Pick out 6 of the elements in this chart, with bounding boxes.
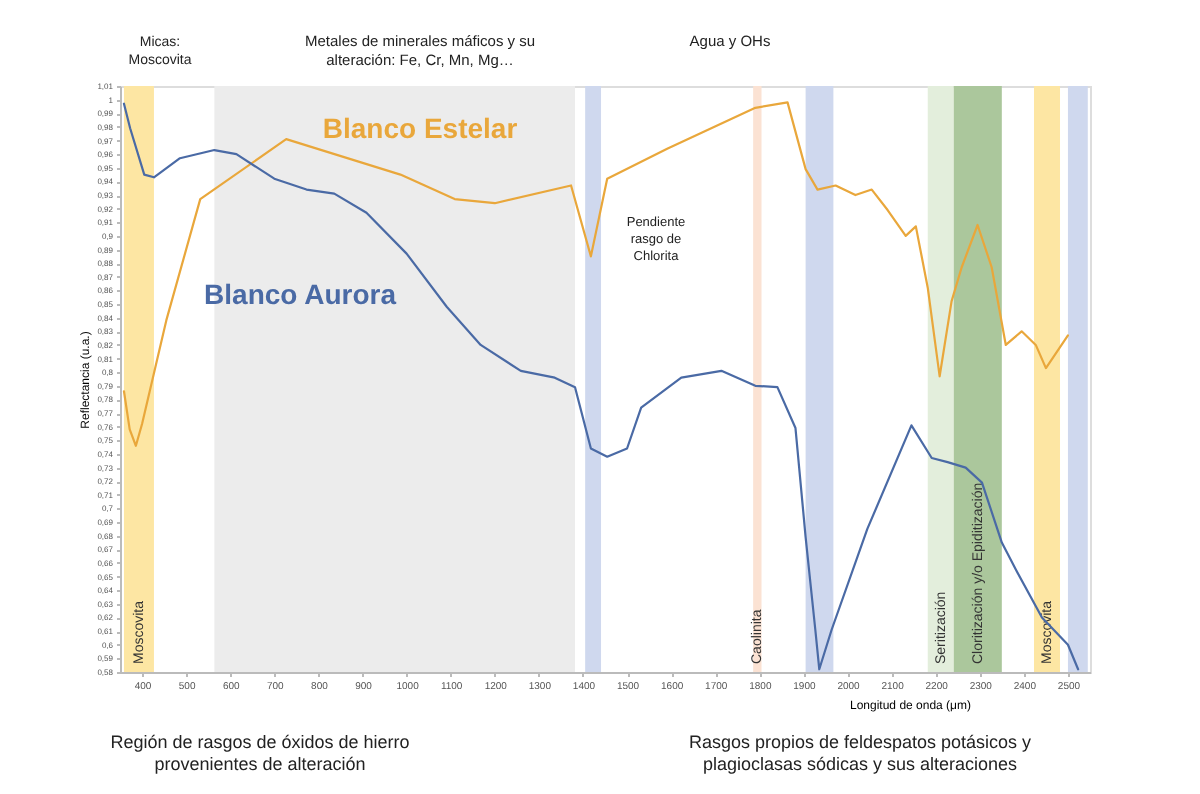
line-series — [122, 101, 1070, 447]
text: Rasgos propios de feldespatos potásicos y plagioclasas sódicas y sus alteraciones — [688, 732, 1033, 774]
series-label: Blanco Aurora — [204, 278, 397, 310]
text: Región de rasgos de óxidos de hierro provenientes de alteración — [110, 732, 410, 774]
line-series — [122, 102, 1080, 671]
series-label: Blanco Estelar — [322, 112, 519, 144]
